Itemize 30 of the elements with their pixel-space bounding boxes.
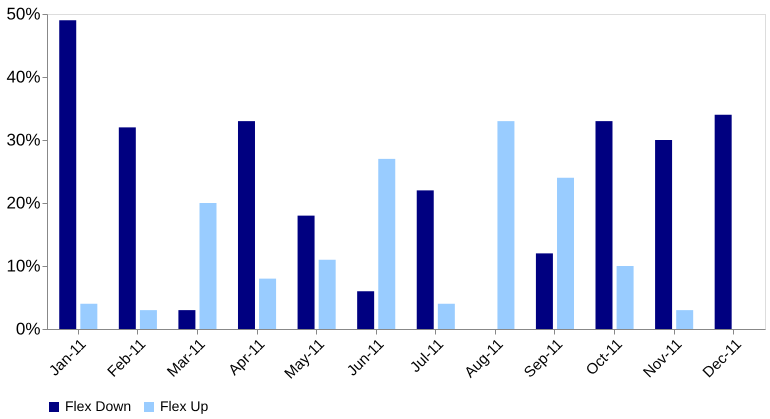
bar	[557, 178, 574, 329]
y-tick-label: 20%	[6, 194, 40, 212]
bar	[536, 253, 553, 329]
bar	[140, 310, 157, 329]
bar	[616, 266, 634, 329]
y-tick-label: 30%	[6, 130, 40, 150]
y-tick-label: 50%	[6, 4, 40, 24]
bar	[676, 310, 694, 329]
bar	[318, 260, 336, 329]
bar	[655, 140, 672, 329]
bar	[298, 216, 315, 329]
y-tick-label: 40%	[6, 68, 40, 86]
y-tick-label: 10%	[6, 256, 40, 276]
bar	[259, 278, 276, 329]
bar	[497, 121, 514, 329]
bar	[357, 291, 374, 329]
bar	[59, 20, 76, 329]
legend-label: Flex Up	[160, 398, 208, 414]
bar	[595, 121, 612, 329]
bar	[178, 310, 196, 329]
bar	[118, 127, 136, 329]
bar	[238, 121, 255, 329]
bar	[714, 114, 732, 329]
y-tick-label: 0%	[16, 320, 40, 338]
bar	[438, 304, 455, 329]
bar	[200, 203, 217, 329]
bar	[416, 190, 434, 329]
bar	[80, 304, 98, 329]
legend-label: Flex Down	[65, 398, 132, 414]
bar	[378, 158, 396, 329]
